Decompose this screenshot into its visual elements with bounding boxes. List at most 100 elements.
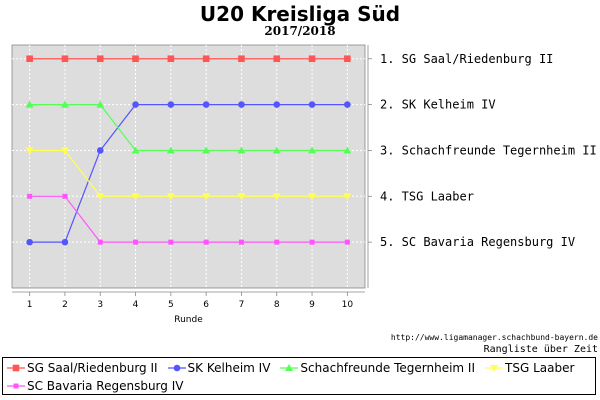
data-point	[344, 101, 351, 108]
legend-marker	[285, 364, 294, 371]
data-point	[61, 55, 69, 63]
data-point	[25, 147, 34, 155]
data-point	[202, 55, 210, 63]
legend-marker-icon	[280, 364, 299, 371]
series-line	[29, 195, 348, 243]
data-point	[26, 238, 33, 246]
data-point	[168, 239, 174, 245]
legend-marker	[12, 364, 20, 372]
data-point	[202, 101, 210, 108]
legend-item: SG Saal/Riedenburg II	[7, 361, 158, 375]
data-point	[202, 193, 211, 201]
legend-row: SG Saal/Riedenburg II SK Kelheim IV Schach…	[7, 359, 591, 377]
data-point	[60, 100, 69, 108]
right-axis-label: 5. SC Bavaria Regensburg IV	[380, 235, 575, 249]
data-point	[344, 55, 351, 63]
x-tick-label: 7	[239, 300, 245, 310]
legend-marker	[13, 383, 19, 389]
series-4	[25, 147, 352, 201]
data-point	[237, 146, 246, 154]
data-point	[273, 55, 281, 63]
legend-item: TSG Laaber	[485, 361, 574, 375]
data-point	[308, 146, 317, 154]
x-tick-label: 2	[62, 300, 68, 310]
data-point	[309, 239, 315, 245]
data-point	[237, 193, 246, 201]
plot-area	[11, 44, 366, 289]
data-point	[272, 193, 281, 201]
data-point	[238, 55, 245, 63]
series-line	[29, 104, 348, 152]
legend-label: SK Kelheim IV	[187, 361, 271, 375]
legend-label: SC Bavaria Regensburg IV	[27, 379, 184, 393]
data-point	[96, 147, 104, 154]
data-point	[131, 146, 140, 154]
legend-marker	[173, 364, 180, 372]
legend: SG Saal/Riedenburg II SK Kelheim IV Schach…	[2, 357, 596, 395]
data-point	[166, 146, 175, 154]
series-5	[27, 193, 350, 245]
data-point	[203, 239, 209, 245]
data-point	[308, 193, 317, 201]
chart-subtitle: 2017/2018	[264, 24, 336, 38]
x-tick-label: 10	[342, 300, 354, 310]
data-point	[62, 193, 68, 199]
data-point	[202, 146, 211, 154]
data-point	[96, 55, 104, 63]
legend-label: SG Saal/Riedenburg II	[27, 361, 158, 375]
x-axis-label: Runde	[174, 315, 203, 325]
legend-marker-icon	[7, 364, 25, 372]
rank-chart: 1 2 3 4 5 6 7 8 9 10 Runde 1. SG Saal/Riedenburg II…	[11, 44, 597, 325]
right-axis-label: 4. TSG Laaber	[380, 189, 474, 203]
x-tick-label: 8	[274, 300, 280, 310]
series-2	[26, 101, 351, 246]
legend-label: Schachfreunde Tegernheim II	[300, 361, 476, 375]
series-3	[25, 100, 352, 154]
legend-label: TSG Laaber	[505, 361, 575, 375]
data-point	[27, 193, 33, 199]
data-point	[308, 55, 316, 63]
legend-marker	[490, 365, 499, 372]
data-point	[96, 100, 105, 108]
legend-marker-icon	[7, 383, 25, 389]
data-point	[131, 193, 140, 201]
x-tick-label: 6	[203, 300, 209, 310]
source-url: http://www.ligamanager.schachbund-bayern…	[390, 333, 598, 342]
data-point	[167, 101, 175, 108]
data-point	[96, 193, 105, 201]
x-tick-label: 5	[168, 300, 174, 310]
chart-title: U20 Kreisliga Süd	[199, 2, 401, 26]
legend-item: Schachfreunde Tegernheim II	[280, 361, 475, 375]
data-point	[132, 55, 139, 63]
data-point	[26, 55, 33, 63]
series-line	[29, 104, 348, 243]
data-point	[343, 146, 352, 154]
data-point	[60, 147, 69, 155]
series-line	[29, 149, 348, 197]
data-point	[167, 55, 175, 63]
data-point	[273, 101, 281, 108]
data-point	[274, 239, 280, 245]
legend-marker-icon	[167, 364, 186, 372]
data-point	[166, 193, 175, 201]
data-point	[238, 239, 244, 245]
data-point	[25, 100, 34, 108]
right-axis-label: 3. Schachfreunde Tegernheim II	[380, 143, 597, 157]
footer-note: Rangliste über Zeit	[483, 344, 598, 355]
series-1	[26, 55, 351, 63]
data-point	[61, 238, 69, 246]
right-axis-label: 1. SG Saal/Riedenburg II	[380, 52, 553, 66]
x-tick-label: 9	[309, 300, 315, 310]
legend-item: SK Kelheim IV	[167, 361, 271, 375]
right-axis-label: 2. SK Kelheim IV	[380, 98, 496, 112]
data-point	[344, 239, 350, 245]
legend-marker-icon	[485, 365, 504, 372]
x-tick-label: 1	[27, 300, 33, 310]
data-point	[97, 239, 103, 245]
legend-row: SC Bavaria Regensburg IV	[7, 377, 591, 395]
x-tick-label: 3	[97, 300, 103, 310]
data-point	[238, 101, 245, 108]
data-point	[272, 146, 281, 154]
data-point	[308, 101, 316, 108]
data-point	[132, 101, 139, 108]
